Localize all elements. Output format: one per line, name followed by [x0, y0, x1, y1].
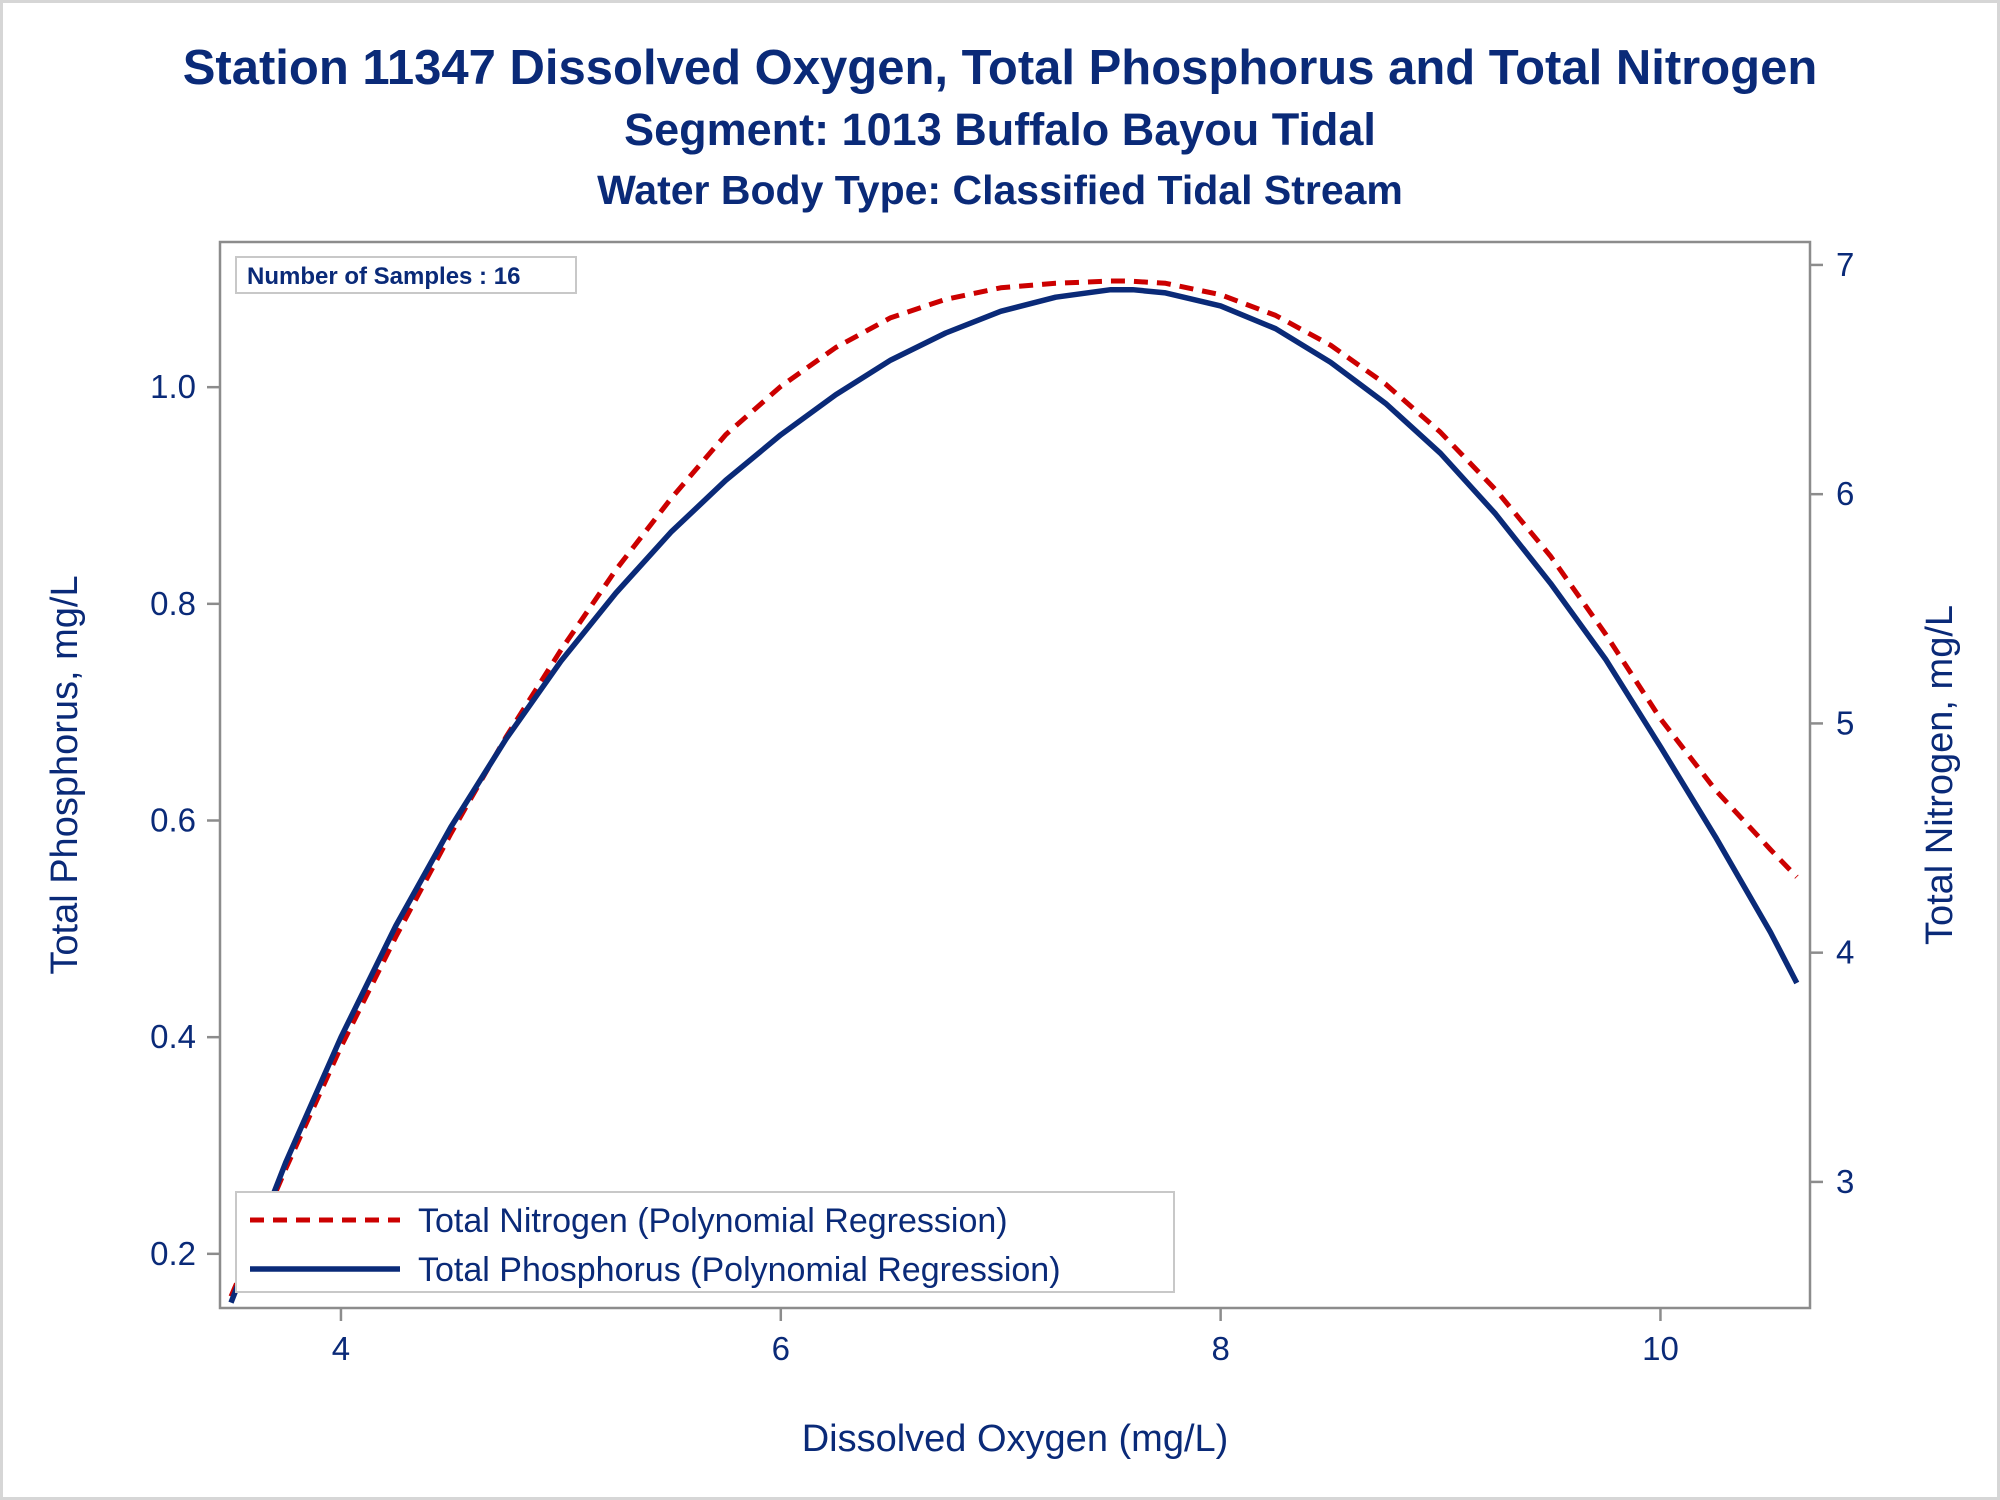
chart-title: Station 11347 Dissolved Oxygen, Total Ph… — [182, 41, 1818, 95]
series-layer — [228, 278, 1800, 1304]
chart-subtitle: Segment: 1013 Buffalo Bayou Tidal — [624, 104, 1376, 155]
x-tick-label-3: 10 — [1642, 1330, 1679, 1367]
y-tick-label-4: 1.0 — [150, 368, 196, 405]
y2-axis-label: Total Nitrogen, mg/L — [1919, 605, 1961, 945]
x-tick-label-2: 8 — [1211, 1330, 1229, 1367]
y-tick-label-2: 0.6 — [150, 802, 196, 839]
legend-label-nitrogen: Total Nitrogen (Polynomial Regression) — [418, 1202, 1008, 1240]
y-tick-label-0: 0.2 — [150, 1235, 196, 1272]
series-line-phosphorus — [228, 286, 1800, 1304]
legend: Total Nitrogen (Polynomial Regression) T… — [235, 1191, 1175, 1293]
x-tick-label-1: 6 — [772, 1330, 790, 1367]
y2-tick-label-4: 7 — [1836, 246, 1854, 283]
y2-tick-label-0: 3 — [1836, 1163, 1854, 1200]
y2-tick-label-1: 4 — [1836, 934, 1854, 971]
x-tick-label-0: 4 — [332, 1330, 350, 1367]
chart-subtitle-2: Water Body Type: Classified Tidal Stream — [597, 167, 1403, 213]
axis-ticks: 4 6 8 10 0.2 0.4 0.6 0.8 1.0 3 4 5 6 7 — [150, 246, 1854, 1367]
legend-label-phosphorus: Total Phosphorus (Polynomial Regression) — [418, 1251, 1061, 1289]
y-tick-label-1: 0.4 — [150, 1018, 196, 1055]
samples-inset-box — [235, 256, 577, 294]
y-axis-label: Total Phosphorus, mg/L — [44, 575, 86, 974]
y2-tick-label-3: 6 — [1836, 475, 1854, 512]
y2-tick-label-2: 5 — [1836, 704, 1854, 741]
x-axis-label: Dissolved Oxygen (mg/L) — [802, 1418, 1229, 1460]
samples-inset-label: Number of Samples : 16 — [247, 263, 520, 290]
plot-area — [218, 240, 1812, 1310]
y-tick-label-3: 0.8 — [150, 585, 196, 622]
samples-inset: Number of Samples : 16 — [235, 256, 577, 294]
legend-box — [235, 1191, 1175, 1293]
